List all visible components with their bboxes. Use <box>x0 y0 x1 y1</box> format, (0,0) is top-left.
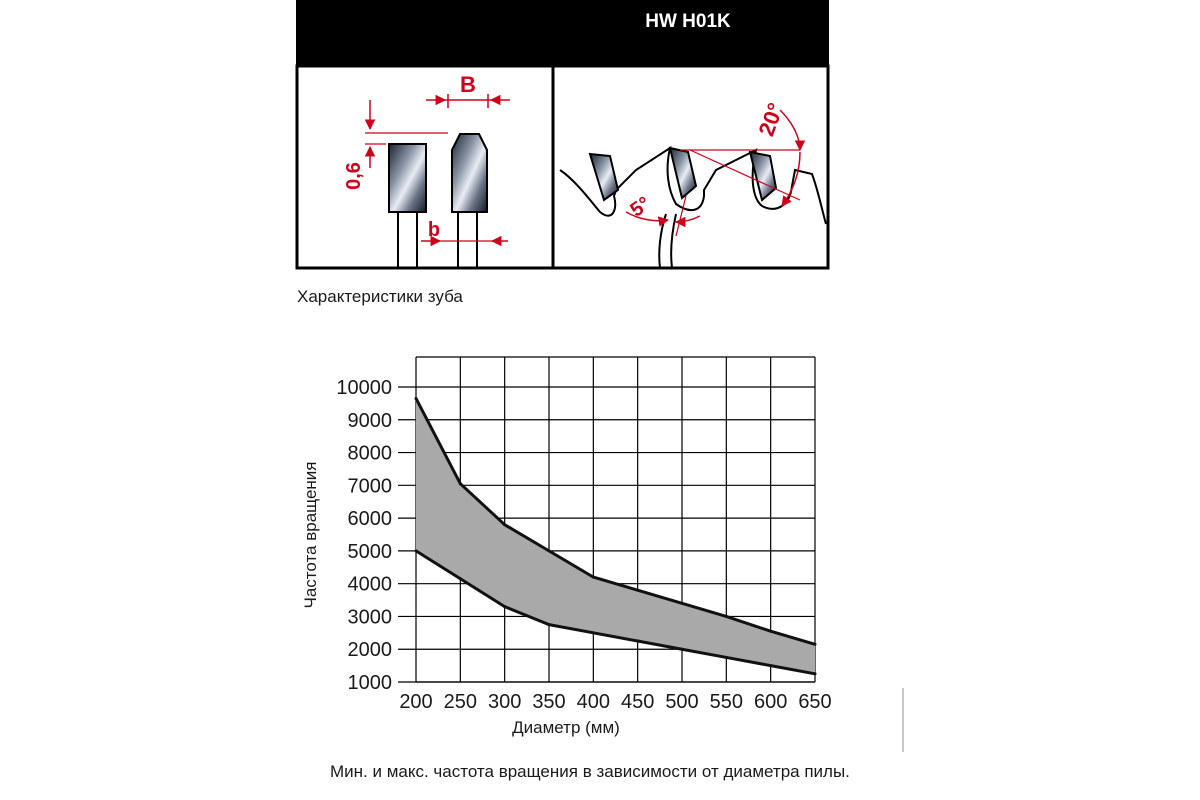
label-B: B <box>460 72 476 97</box>
tooth-caption: Характеристики зуба <box>297 287 463 306</box>
x-tick-label: 600 <box>754 691 787 713</box>
x-tick-label: 500 <box>665 691 698 713</box>
tooth-tip-1 <box>588 152 620 202</box>
x-tick-label: 400 <box>577 691 610 713</box>
y-tick-label: 4000 <box>348 574 393 596</box>
max-rpm-point <box>547 549 551 553</box>
min-rpm-point <box>680 647 684 651</box>
max-rpm-point <box>591 575 595 579</box>
series-line-min <box>415 549 816 676</box>
y-tick-label: 1000 <box>348 672 393 694</box>
y-tick-label: 7000 <box>348 475 393 497</box>
tooth-tip-2 <box>668 146 698 200</box>
x-tick-label: 200 <box>399 691 432 713</box>
x-tick-label: 450 <box>621 691 654 713</box>
tooth-profile-flat <box>388 143 427 213</box>
label-06: 0,6 <box>343 162 365 190</box>
label-b: b <box>428 219 440 241</box>
max-rpm-point <box>414 396 418 400</box>
header-bar <box>296 0 829 66</box>
rpm-chart: 10000 9000 8000 7000 6000 5000 4000 3000 2000 100… <box>301 356 832 737</box>
tooth-profile-chamfer <box>451 133 488 213</box>
max-rpm-point <box>458 482 462 486</box>
y-tick-labels: 10000 9000 8000 7000 6000 5000 4000 3000 2000 100… <box>336 377 392 694</box>
y-tick-label: 8000 <box>348 443 393 465</box>
header-title: HW H01K <box>645 11 731 32</box>
max-rpm-point <box>636 588 640 592</box>
y-axis-label: Частота вращения <box>301 461 320 608</box>
max-rpm-point <box>680 601 684 605</box>
min-rpm-point <box>636 639 640 643</box>
min-rpm-point <box>458 577 462 581</box>
y-tick-label: 2000 <box>348 639 393 661</box>
x-tick-label: 550 <box>710 691 743 713</box>
x-tick-labels: 200 250 300 350 400 450 500 550 600 650 <box>399 691 831 713</box>
max-rpm-point <box>769 629 773 633</box>
min-rpm-point <box>769 664 773 668</box>
min-rpm-point <box>503 605 507 609</box>
max-rpm-point <box>813 642 817 646</box>
min-rpm-point <box>414 549 418 553</box>
tooth-tip-3 <box>748 150 778 202</box>
y-tick-label: 3000 <box>348 606 393 628</box>
x-tick-label: 650 <box>798 691 831 713</box>
side-divider <box>902 688 904 752</box>
x-axis-label: Диаметр (мм) <box>512 718 620 737</box>
blade-outline <box>559 145 827 225</box>
chart-caption: Мин. и макс. частота вращения в зависимо… <box>330 762 850 781</box>
blade-body-lines <box>658 213 677 269</box>
min-rpm-point <box>547 623 551 627</box>
min-rpm-point <box>724 655 728 659</box>
rpm-range-band <box>416 398 815 674</box>
max-rpm-point <box>503 523 507 527</box>
y-tick-label: 9000 <box>348 410 393 432</box>
tooth-side-view: 20° 5° <box>559 100 827 269</box>
tooth-cross-section: B 0,6 b <box>343 72 510 268</box>
max-rpm-point <box>724 614 728 618</box>
series-line-max <box>414 397 816 646</box>
x-tick-label: 350 <box>532 691 565 713</box>
min-rpm-point <box>813 672 817 676</box>
y-tick-label: 5000 <box>348 541 393 563</box>
label-angle-5: 5° <box>626 193 654 222</box>
label-angle-20: 20° <box>754 100 789 140</box>
tooth-panel: HW H01K B 0,6 <box>295 0 830 270</box>
chart-points <box>414 396 817 676</box>
x-tick-label: 250 <box>444 691 477 713</box>
min-rpm-point <box>591 631 595 635</box>
y-tick-label: 10000 <box>336 377 392 399</box>
x-tick-label: 300 <box>488 691 521 713</box>
y-tick-label: 6000 <box>348 508 393 530</box>
panel-frame <box>295 64 830 270</box>
